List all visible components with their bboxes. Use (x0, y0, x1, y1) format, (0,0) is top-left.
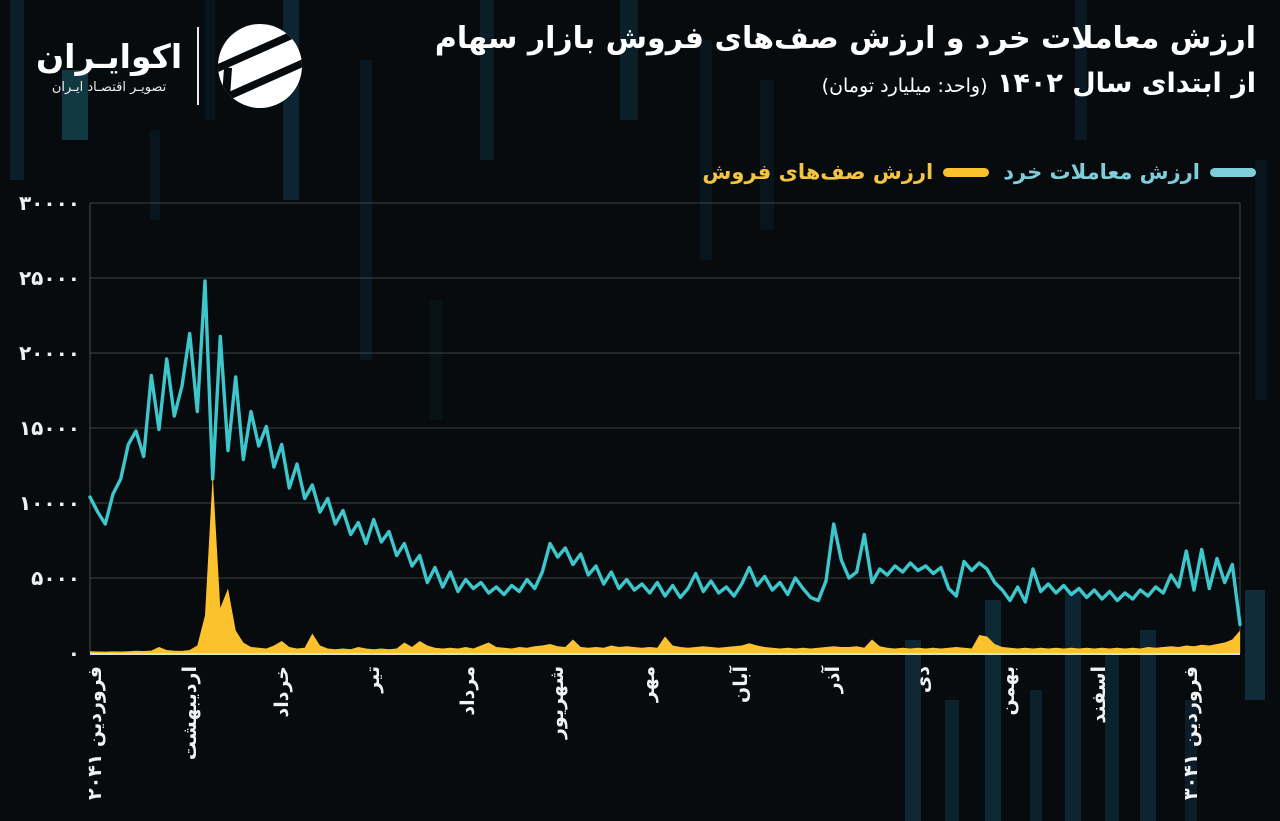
legend-label-retail-trades: ارزش معاملات خرد (1003, 160, 1200, 184)
sell-queue-area (90, 474, 1240, 653)
retail-trades-swatch-icon (1210, 167, 1256, 177)
chart-title: ارزش معاملات خرد و ارزش صف‌های فروش بازا… (435, 20, 1256, 99)
legend: ارزش معاملات خرد ارزش صف‌های فروش (702, 160, 1256, 184)
x-tick-label: دی (911, 666, 934, 694)
title-line2: از ابتدای سال ۱۴۰۲ (واحد: میلیارد تومان) (435, 68, 1256, 99)
sell-queues-swatch-icon (943, 167, 990, 177)
background-bar (1065, 590, 1081, 821)
retail-trades-line (88, 279, 1242, 627)
background-bar (1185, 700, 1197, 821)
brand-text: اکوایـران تصویـر اقتصـاد ایـران (36, 37, 182, 95)
x-tick-label: مهر (636, 666, 659, 703)
x-tick-label: فروردین ۱۴۰۳ (1179, 666, 1202, 800)
y-tick-label: ۲۰۰۰۰ (18, 341, 80, 365)
background-bar (430, 300, 442, 420)
title-line1: ارزش معاملات خرد و ارزش صف‌های فروش بازا… (434, 21, 1256, 56)
ecoiran-logo-icon (218, 24, 303, 108)
background-bar (905, 640, 921, 821)
background-bar (1030, 690, 1042, 821)
title-unit-note: (واحد: میلیارد تومان) (821, 74, 988, 97)
y-tick-label: ۱۰۰۰۰ (18, 491, 80, 515)
title-line2-bold: از ابتدای سال ۱۴۰۲ (996, 67, 1256, 99)
background-bar (62, 70, 88, 140)
x-tick-label: اردیبهشت (179, 666, 202, 761)
legend-item-retail-trades: ارزش معاملات خرد (1003, 160, 1256, 184)
background-bar (985, 600, 1001, 821)
background-bar (620, 0, 638, 120)
y-tick-label: ۰ (67, 641, 80, 665)
background-bar (1105, 655, 1119, 821)
x-tick-label: فروردین ۱۴۰۲ (83, 666, 106, 800)
brand-name: اکوایـران (36, 37, 183, 77)
brand-tagline: تصویـر اقتصـاد ایـران (51, 79, 167, 95)
background-bar (10, 0, 24, 180)
background-bar (1255, 160, 1267, 400)
y-tick-label: ۱۵۰۰۰ (18, 416, 80, 440)
brand-logo: اکوایـران تصویـر اقتصـاد ایـران (36, 20, 306, 112)
y-tick-label: ۳۰۰۰۰ (18, 191, 80, 215)
legend-label-sell-queues: ارزش صف‌های فروش (702, 160, 934, 184)
x-tick-label: شهریور (545, 666, 568, 740)
background-bar (480, 0, 494, 160)
background-bar (945, 700, 959, 821)
x-tick-label: مرداد (457, 666, 480, 716)
x-tick-label: آذر (821, 666, 844, 694)
background-bar (760, 80, 774, 230)
x-tick-label: خرداد (271, 666, 294, 718)
background-bar (1245, 590, 1265, 700)
background-bar (150, 130, 160, 220)
legend-item-sell-queues: ارزش صف‌های فروش (702, 160, 990, 184)
background-bar (1075, 0, 1087, 140)
background-bar (205, 0, 215, 120)
x-tick-label: اسفند (1087, 666, 1110, 724)
x-tick-label: تیر (361, 666, 384, 693)
background-bar (360, 60, 372, 360)
background-bar (700, 40, 712, 260)
y-tick-label: ۲۵۰۰۰ (18, 266, 80, 290)
x-tick-label: بهمن (996, 666, 1019, 716)
brand-divider (197, 27, 200, 105)
background-bar (1140, 630, 1156, 821)
y-tick-label: ۵۰۰۰ (31, 566, 80, 590)
x-tick-label: آبان (729, 666, 752, 703)
